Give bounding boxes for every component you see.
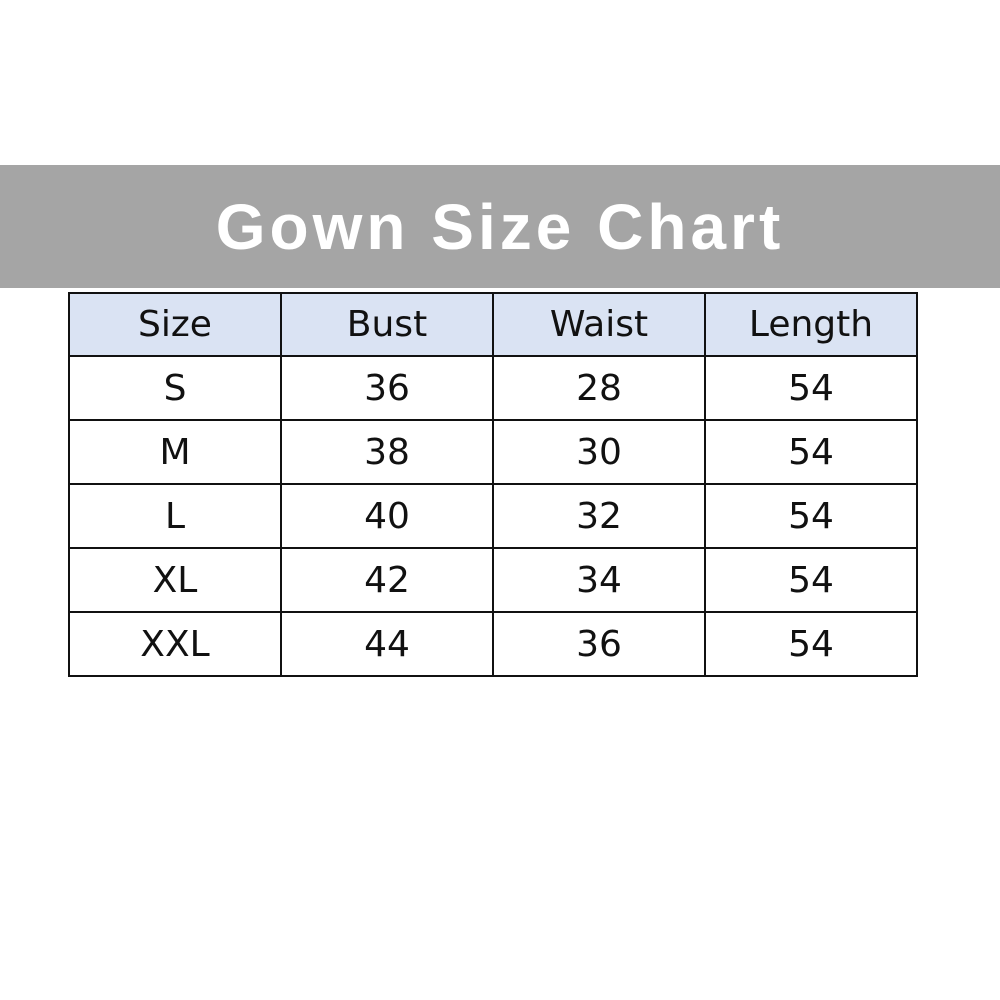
table-cell: 54 [704, 419, 918, 485]
table-cell: XXL [68, 611, 282, 677]
table-row: XXL 44 36 54 [68, 611, 918, 677]
table-cell: 54 [704, 483, 918, 549]
table-cell: 36 [492, 611, 706, 677]
column-header: Bust [280, 292, 494, 357]
table-cell: 30 [492, 419, 706, 485]
table-cell: 40 [280, 483, 494, 549]
title-banner: Gown Size Chart [0, 165, 1000, 288]
table-cell: 38 [280, 419, 494, 485]
header-row: Size Bust Waist Length [68, 292, 918, 357]
chart-title: Gown Size Chart [215, 190, 785, 263]
column-header: Size [68, 292, 282, 357]
table-row: L 40 32 54 [68, 483, 918, 549]
table-cell: 34 [492, 547, 706, 613]
table-cell: S [68, 355, 282, 421]
table-cell: M [68, 419, 282, 485]
column-header: Waist [492, 292, 706, 357]
table-row: M 38 30 54 [68, 419, 918, 485]
table-cell: L [68, 483, 282, 549]
table-cell: 32 [492, 483, 706, 549]
table-cell: 54 [704, 547, 918, 613]
table-cell: 44 [280, 611, 494, 677]
table-cell: 54 [704, 611, 918, 677]
table-cell: 54 [704, 355, 918, 421]
table-row: XL 42 34 54 [68, 547, 918, 613]
table-cell: 28 [492, 355, 706, 421]
size-table: Size Bust Waist Length S 36 28 54 M 38 30 54 L 40 32 54… [68, 292, 918, 677]
table-cell: 36 [280, 355, 494, 421]
table-row: S 36 28 54 [68, 355, 918, 421]
table-cell: XL [68, 547, 282, 613]
column-header: Length [704, 292, 918, 357]
table-cell: 42 [280, 547, 494, 613]
